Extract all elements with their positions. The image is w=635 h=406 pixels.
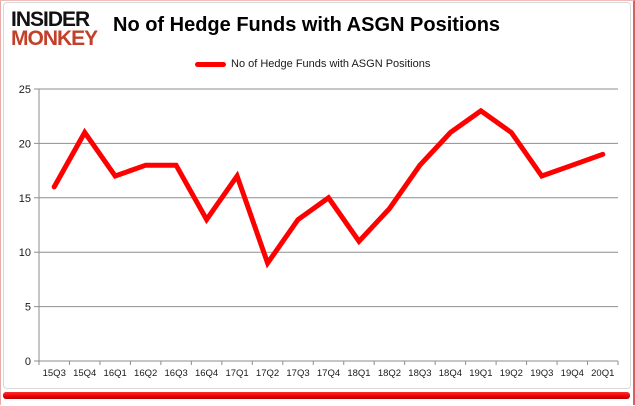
- legend: No of Hedge Funds with ASGN Positions: [195, 58, 430, 70]
- x-tick-label: 18Q2: [378, 368, 401, 379]
- y-tick-label: 5: [25, 302, 31, 314]
- x-tick-label: 15Q3: [43, 368, 66, 379]
- logo-text-monkey: MONKEY: [11, 27, 98, 51]
- x-tick-label: 16Q3: [165, 368, 188, 379]
- x-tick-label: 18Q1: [347, 368, 370, 379]
- y-tick-label: 0: [25, 356, 31, 368]
- x-tick-label: 16Q1: [104, 368, 127, 379]
- x-tick-label: 20Q1: [591, 368, 614, 379]
- y-tick-label: 15: [19, 193, 31, 205]
- insider-monkey-logo: INSIDER MONKEY: [11, 8, 98, 51]
- x-tick-label: 19Q2: [500, 368, 523, 379]
- legend-label: No of Hedge Funds with ASGN Positions: [231, 58, 431, 70]
- logo-text-insider: INSIDER: [11, 8, 90, 31]
- x-tick-label: 17Q3: [286, 368, 309, 379]
- x-tick-label: 17Q4: [317, 368, 340, 379]
- x-tick-label: 19Q4: [561, 368, 584, 379]
- x-tick-label: 16Q4: [195, 368, 218, 379]
- x-tick-label: 18Q4: [439, 368, 462, 379]
- x-tick-label: 19Q1: [469, 368, 492, 379]
- x-tick-label: 19Q3: [530, 368, 553, 379]
- x-tick-label: 17Q1: [225, 368, 248, 379]
- x-tick-label: 15Q4: [73, 368, 96, 379]
- x-tick-label: 18Q3: [408, 368, 431, 379]
- chart-title: No of Hedge Funds with ASGN Positions: [113, 14, 501, 36]
- bottom-red-bar: [3, 392, 630, 399]
- y-tick-label: 10: [19, 247, 31, 259]
- x-tick-label: 17Q2: [256, 368, 279, 379]
- data-series-line: [51, 107, 606, 269]
- legend-line-swatch-icon: [195, 61, 226, 67]
- chart-border-box: [3, 2, 631, 389]
- y-tick-label: 20: [19, 138, 31, 150]
- y-tick-label: 25: [19, 84, 31, 96]
- x-tick-label: 16Q2: [134, 368, 157, 379]
